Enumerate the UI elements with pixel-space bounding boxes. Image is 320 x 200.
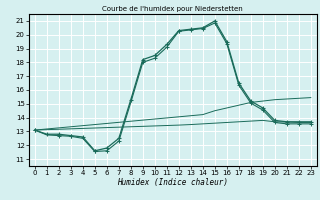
X-axis label: Humidex (Indice chaleur): Humidex (Indice chaleur) <box>117 178 228 187</box>
Title: Courbe de l'humidex pour Niederstetten: Courbe de l'humidex pour Niederstetten <box>102 6 243 12</box>
